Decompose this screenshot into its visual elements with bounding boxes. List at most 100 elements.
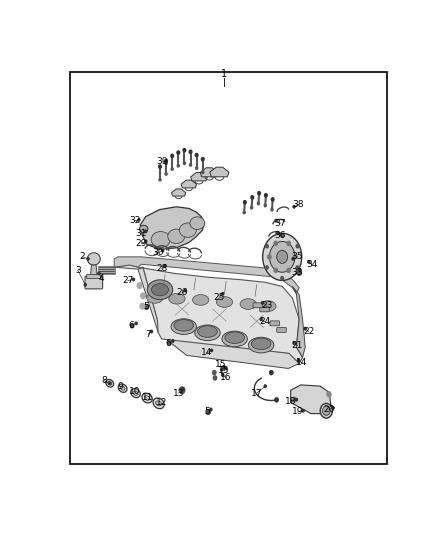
Ellipse shape bbox=[216, 297, 233, 308]
Text: 39: 39 bbox=[156, 157, 167, 166]
Circle shape bbox=[109, 382, 111, 384]
Text: 5: 5 bbox=[143, 302, 148, 311]
Text: 33: 33 bbox=[292, 268, 303, 277]
Text: 15: 15 bbox=[215, 360, 226, 369]
Circle shape bbox=[297, 270, 301, 276]
Circle shape bbox=[189, 150, 192, 154]
Ellipse shape bbox=[320, 403, 332, 418]
Text: 19: 19 bbox=[292, 408, 303, 416]
Circle shape bbox=[201, 158, 204, 161]
Ellipse shape bbox=[260, 301, 276, 311]
Ellipse shape bbox=[195, 325, 220, 341]
Circle shape bbox=[171, 154, 173, 158]
Circle shape bbox=[206, 409, 210, 415]
Circle shape bbox=[84, 284, 86, 286]
Text: 13: 13 bbox=[173, 389, 184, 398]
Circle shape bbox=[244, 200, 246, 204]
Circle shape bbox=[296, 245, 299, 248]
Circle shape bbox=[137, 282, 142, 288]
FancyBboxPatch shape bbox=[260, 307, 269, 312]
Circle shape bbox=[211, 349, 212, 352]
Text: 4: 4 bbox=[99, 273, 104, 282]
Circle shape bbox=[162, 249, 164, 252]
Ellipse shape bbox=[139, 225, 148, 232]
Ellipse shape bbox=[169, 293, 185, 304]
Circle shape bbox=[281, 234, 283, 237]
Text: 31: 31 bbox=[135, 229, 147, 238]
Ellipse shape bbox=[155, 401, 162, 406]
Text: 14: 14 bbox=[296, 358, 307, 367]
Circle shape bbox=[151, 330, 152, 333]
Polygon shape bbox=[291, 385, 332, 414]
Text: 7: 7 bbox=[145, 329, 151, 338]
Polygon shape bbox=[114, 265, 303, 364]
Ellipse shape bbox=[240, 298, 256, 309]
FancyBboxPatch shape bbox=[270, 321, 279, 326]
Text: 21: 21 bbox=[292, 341, 303, 350]
Circle shape bbox=[302, 409, 304, 412]
Ellipse shape bbox=[144, 305, 149, 309]
Text: 11: 11 bbox=[142, 393, 154, 402]
Text: 18: 18 bbox=[285, 397, 297, 406]
Circle shape bbox=[222, 293, 224, 295]
Text: 5: 5 bbox=[204, 407, 210, 416]
Circle shape bbox=[145, 304, 148, 309]
Circle shape bbox=[271, 208, 273, 211]
Ellipse shape bbox=[174, 320, 194, 331]
FancyBboxPatch shape bbox=[85, 276, 102, 289]
Ellipse shape bbox=[198, 326, 217, 337]
Circle shape bbox=[145, 230, 147, 232]
Circle shape bbox=[275, 220, 277, 222]
Circle shape bbox=[274, 241, 277, 245]
Circle shape bbox=[251, 206, 253, 209]
Circle shape bbox=[202, 171, 204, 174]
Ellipse shape bbox=[120, 386, 125, 390]
Text: 28: 28 bbox=[156, 264, 167, 273]
Ellipse shape bbox=[269, 241, 295, 272]
Text: 14: 14 bbox=[201, 349, 212, 358]
Ellipse shape bbox=[225, 332, 244, 343]
Text: 27: 27 bbox=[122, 276, 134, 285]
Circle shape bbox=[268, 255, 271, 259]
Text: 3: 3 bbox=[75, 266, 81, 275]
Circle shape bbox=[299, 269, 301, 271]
Text: 37: 37 bbox=[275, 219, 286, 228]
Polygon shape bbox=[140, 207, 204, 249]
Ellipse shape bbox=[108, 382, 112, 385]
Circle shape bbox=[293, 206, 295, 208]
Circle shape bbox=[295, 399, 297, 401]
Ellipse shape bbox=[106, 379, 114, 387]
Ellipse shape bbox=[145, 395, 150, 400]
Circle shape bbox=[304, 327, 306, 330]
Ellipse shape bbox=[322, 406, 330, 415]
Text: 25: 25 bbox=[214, 293, 225, 302]
Circle shape bbox=[324, 407, 328, 412]
Circle shape bbox=[159, 179, 161, 181]
Text: 2: 2 bbox=[80, 252, 85, 261]
Circle shape bbox=[327, 392, 331, 397]
Ellipse shape bbox=[90, 278, 98, 284]
Ellipse shape bbox=[193, 295, 209, 305]
Circle shape bbox=[287, 241, 290, 245]
Circle shape bbox=[296, 266, 299, 269]
Ellipse shape bbox=[206, 410, 211, 414]
Text: 22: 22 bbox=[303, 327, 314, 336]
Polygon shape bbox=[181, 180, 197, 188]
Text: 6: 6 bbox=[128, 321, 134, 330]
Circle shape bbox=[177, 165, 179, 167]
Circle shape bbox=[264, 385, 266, 387]
Text: 30: 30 bbox=[152, 248, 164, 257]
Circle shape bbox=[172, 340, 174, 342]
Circle shape bbox=[274, 268, 277, 272]
Ellipse shape bbox=[251, 338, 271, 350]
Circle shape bbox=[275, 398, 278, 402]
Circle shape bbox=[307, 261, 310, 263]
Circle shape bbox=[258, 202, 259, 205]
Text: 36: 36 bbox=[275, 231, 286, 240]
Ellipse shape bbox=[168, 229, 185, 244]
Circle shape bbox=[165, 173, 167, 175]
Ellipse shape bbox=[133, 391, 138, 395]
Circle shape bbox=[222, 366, 226, 370]
Circle shape bbox=[281, 277, 283, 280]
Text: 16: 16 bbox=[220, 374, 232, 382]
